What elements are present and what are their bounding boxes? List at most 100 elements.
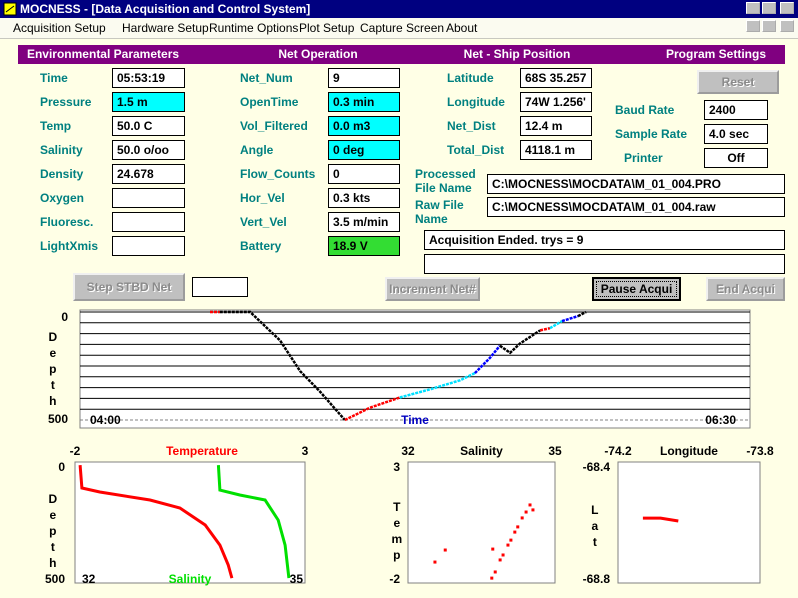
data-point	[506, 543, 510, 547]
setting-value: Off	[704, 148, 768, 168]
data-point	[520, 516, 524, 520]
setting-label: Baud Rate	[615, 103, 675, 117]
x-axis-label: Time	[401, 413, 429, 427]
data-point	[498, 558, 502, 562]
setting-label: Printer	[624, 151, 663, 165]
file-label: Processed File Name	[415, 167, 476, 195]
field-label: Latitude	[447, 71, 494, 85]
field-value	[112, 212, 185, 232]
menu-item[interactable]: Capture Screen	[360, 21, 445, 35]
data-line	[561, 314, 579, 323]
plot-area	[74, 461, 306, 584]
field-value: 18.9 V	[328, 236, 400, 256]
field-value: 05:53:19	[112, 68, 185, 88]
field-label: Density	[40, 167, 84, 181]
y-axis-label: Lat	[588, 503, 602, 551]
field-label: Temp	[40, 119, 72, 133]
x-axis-label: Longitude	[660, 444, 718, 458]
menu-item[interactable]: About	[446, 21, 478, 35]
field-value: 0 deg	[328, 140, 400, 160]
x-tick-label: 32	[401, 444, 415, 458]
data-line	[549, 320, 563, 330]
data-line	[577, 310, 587, 318]
legend-entry: Salinity	[169, 572, 212, 586]
x-tick-label: 06:30	[705, 413, 736, 427]
y-tick-label: -68.8	[583, 572, 611, 586]
field-label: Longitude	[447, 95, 505, 109]
section-header: Net Operation	[278, 47, 358, 61]
x-axis-label: Salinity	[460, 444, 503, 458]
field-label: Vert_Vel	[240, 215, 287, 229]
field-label: Hor_Vel	[240, 191, 285, 205]
menu-item[interactable]: Hardware Setup	[122, 21, 209, 35]
menu-item[interactable]: Plot Setup	[299, 21, 355, 35]
field-label: Pressure	[40, 95, 92, 109]
y-tick-label: 500	[48, 412, 68, 426]
x2-tick-label: 32	[82, 572, 96, 586]
setting-value: 4.0 sec	[704, 124, 768, 144]
status-box: Acquisition Ended. trys = 9	[424, 230, 785, 250]
y-tick-label: 3	[393, 460, 400, 474]
menu-item[interactable]: Runtime Options	[209, 21, 299, 35]
menu-item[interactable]: Acquisition Setup	[13, 21, 106, 35]
field-label: Flow_Counts	[240, 167, 316, 181]
title-bar: MOCNESS - [Data Acquisition and Control …	[0, 0, 798, 18]
button: Increment Net#	[385, 277, 480, 301]
data-point	[491, 547, 495, 551]
data-point	[509, 538, 513, 542]
file-path: C:\MOCNESS\MOCDATA\M_01_004.PRO	[487, 174, 785, 194]
restore-button[interactable]	[762, 2, 776, 14]
section-header: Program Settings	[665, 47, 767, 61]
x-tick-label: 35	[548, 444, 562, 458]
field-label: Oxygen	[40, 191, 85, 205]
data-point	[443, 548, 447, 552]
section-header: Environmental Parameters	[26, 47, 180, 61]
menu-bar: Acquisition Setup Hardware Setup Runtime…	[0, 18, 798, 39]
button[interactable]: Pause Acqui	[592, 277, 681, 301]
x-tick-label: -2	[70, 444, 81, 458]
field-value: 50.0 o/oo	[112, 140, 185, 160]
child-minimize[interactable]	[746, 20, 760, 32]
field-label: Net_Num	[240, 71, 293, 85]
field-value	[112, 236, 185, 256]
field-value: 1.5 m	[112, 92, 185, 112]
app-icon	[3, 2, 17, 16]
data-line	[499, 329, 541, 355]
field-value: 12.4 m	[520, 116, 592, 136]
section-header: Net - Ship Position	[463, 47, 571, 61]
field-label: OpenTime	[240, 95, 299, 109]
step-box	[192, 277, 248, 297]
field-value: 68S 35.257	[520, 68, 592, 88]
setting-value: 2400	[704, 100, 768, 120]
legend-entry: Temperature	[166, 444, 238, 458]
field-label: Total_Dist	[447, 143, 505, 157]
minimize-button[interactable]	[746, 2, 760, 14]
data-line	[642, 516, 679, 523]
status-box	[424, 254, 785, 274]
field-label: Fluoresc.	[40, 215, 94, 229]
field-value: 74W 1.256'	[520, 92, 592, 112]
data-point	[501, 553, 505, 557]
y-axis-label: Depth	[46, 492, 60, 572]
x-tick-label: -73.8	[746, 444, 774, 458]
field-label: Angle	[240, 143, 274, 157]
data-point	[531, 508, 535, 512]
data-line	[474, 344, 501, 374]
data-line	[344, 396, 401, 422]
x2-tick-label: 35	[290, 572, 304, 586]
data-point	[524, 510, 528, 514]
header-bar	[18, 45, 785, 64]
data-point	[490, 576, 494, 580]
data-point	[513, 530, 517, 534]
y-axis-label: Temp	[390, 500, 404, 564]
close-button[interactable]	[780, 2, 794, 14]
child-close[interactable]	[780, 20, 794, 32]
data-point	[528, 503, 532, 507]
field-value: 0.3 min	[328, 92, 400, 112]
plot-area	[79, 309, 751, 429]
y-tick-label: 0	[58, 460, 65, 474]
child-restore[interactable]	[762, 20, 776, 32]
setting-label: Sample Rate	[615, 127, 688, 141]
field-label: Battery	[240, 239, 282, 253]
field-value: 3.5 m/min	[328, 212, 400, 232]
